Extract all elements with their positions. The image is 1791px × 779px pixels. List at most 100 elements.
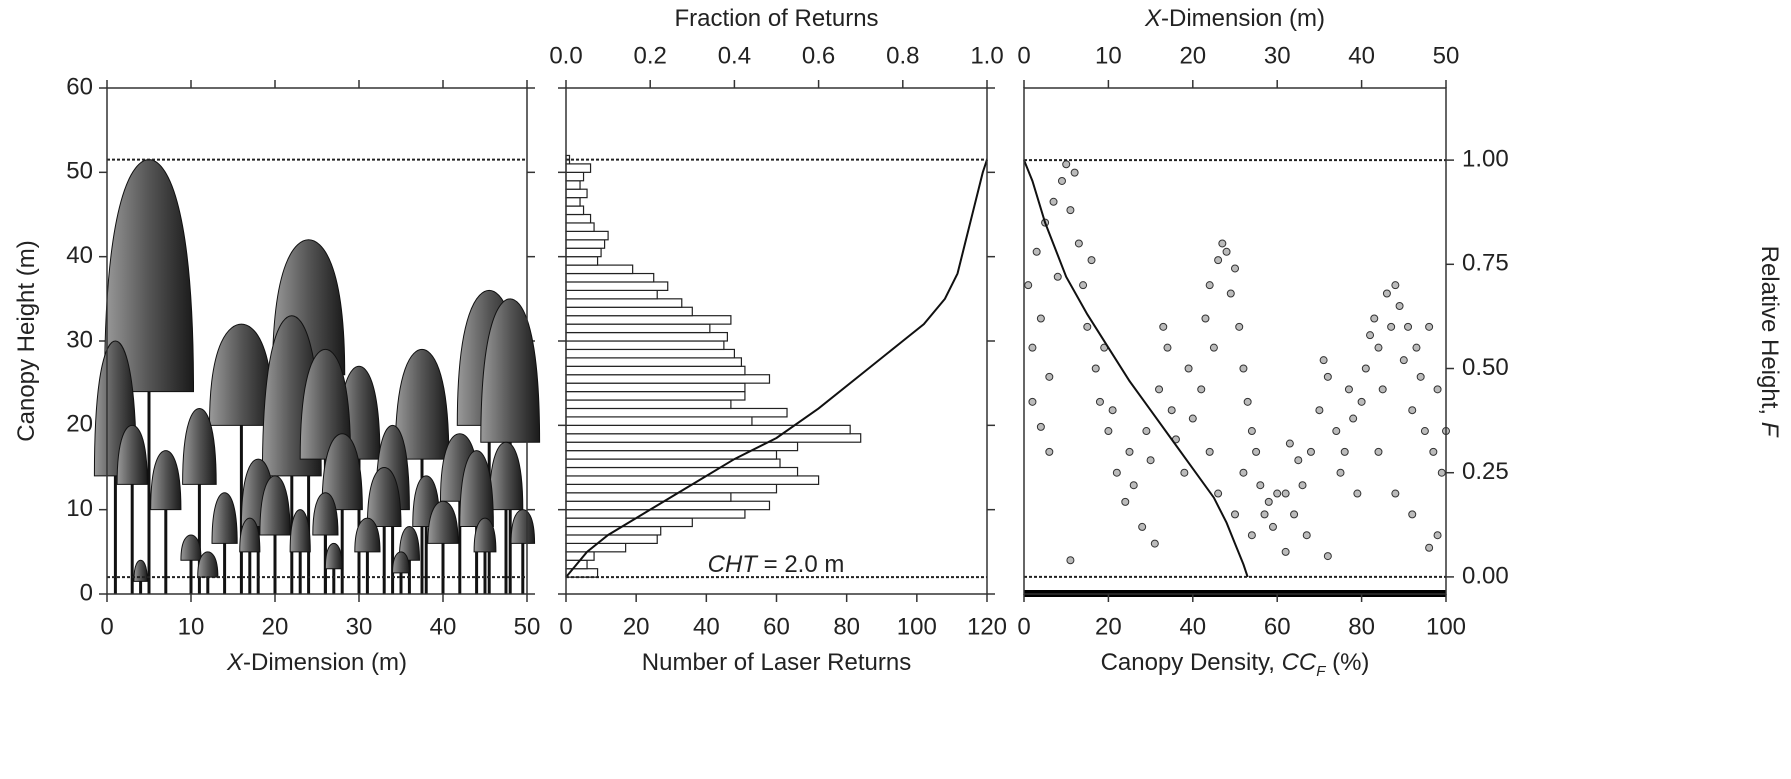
tree-crown xyxy=(473,517,497,553)
scatter-point xyxy=(1306,447,1315,456)
x-tick-label: 120 xyxy=(967,613,1007,640)
histogram-bar xyxy=(565,230,609,241)
x2-tick-label: 10 xyxy=(1095,42,1122,69)
scatter-point xyxy=(1150,539,1159,548)
y-tick-label: 60 xyxy=(66,73,93,100)
scatter-point xyxy=(1231,264,1239,273)
x-tick-label: 20 xyxy=(1095,613,1122,640)
tree-crown xyxy=(150,450,182,511)
histogram-bar xyxy=(565,399,732,410)
x-tick-label: 40 xyxy=(693,613,720,640)
tree-crown xyxy=(488,441,524,511)
scatter-point xyxy=(1264,497,1273,506)
histogram-bar xyxy=(565,509,746,519)
tree-crown xyxy=(427,500,459,544)
scatter-point xyxy=(1382,289,1391,298)
scatter-point xyxy=(1395,301,1404,310)
histogram-bar xyxy=(565,163,592,173)
x2-tick-label: 1.0 xyxy=(970,42,1003,69)
histogram-bar xyxy=(565,213,592,224)
histogram-bar xyxy=(565,466,799,477)
scatter-point xyxy=(1062,160,1071,169)
histogram-bar xyxy=(565,298,683,308)
scatter-point xyxy=(1053,272,1062,281)
tree-crown xyxy=(289,509,311,553)
scatter-point xyxy=(1091,364,1100,373)
scatter-point xyxy=(1357,397,1366,406)
scatter-point xyxy=(1332,427,1341,436)
scatter-point xyxy=(1138,522,1147,531)
scatter-point xyxy=(1205,447,1214,456)
cumulative-curve xyxy=(565,159,988,578)
scatter-point xyxy=(1290,510,1299,519)
x2-axis-label: X-Dimension (m) xyxy=(1144,5,1325,32)
scatter-point xyxy=(1416,372,1425,381)
scatter-point xyxy=(1087,256,1096,265)
scatter-point xyxy=(1260,510,1269,519)
scatter-point xyxy=(1074,239,1083,248)
scatter-point xyxy=(1188,414,1197,423)
scatter-point xyxy=(1323,552,1332,561)
x-tick-label: 60 xyxy=(1264,613,1291,640)
label-part: F xyxy=(1756,422,1783,438)
scatter-point xyxy=(1281,489,1290,498)
histogram-bar xyxy=(565,239,606,249)
plot-frame xyxy=(1023,87,1447,595)
tree-crown xyxy=(480,298,541,443)
histogram-bar xyxy=(565,391,746,401)
y-tick-label: 0.75 xyxy=(1462,250,1509,277)
scatter-point xyxy=(1408,406,1417,415)
label-part: Canopy Height (m) xyxy=(13,240,40,441)
tree-crown xyxy=(259,475,291,536)
scatter-point xyxy=(1049,197,1058,206)
histogram-bar xyxy=(565,197,581,207)
tree-crown xyxy=(394,348,450,460)
scatter-point xyxy=(1361,364,1370,373)
y-tick-label: 40 xyxy=(66,242,93,269)
label-part: X xyxy=(226,649,244,676)
scatter-point xyxy=(1252,447,1261,456)
histogram-bar xyxy=(565,407,788,418)
tree-crown xyxy=(459,450,494,528)
histogram-bar xyxy=(565,348,735,359)
scatter-point xyxy=(1209,343,1218,352)
label-part: Fraction of Returns xyxy=(674,5,878,32)
scatter-point xyxy=(1129,481,1138,490)
histogram-bar xyxy=(565,289,658,300)
x-tick-label: 40 xyxy=(430,613,457,640)
x2-axis-label: Fraction of Returns xyxy=(674,5,878,32)
scatter-point xyxy=(1285,439,1294,448)
scatter-point xyxy=(1226,289,1235,298)
scatter-point xyxy=(1319,356,1328,365)
histogram-bar xyxy=(565,340,725,351)
y-axis-label: Relative Height, F xyxy=(1756,246,1783,438)
histogram-bar xyxy=(565,171,585,182)
histogram-bar xyxy=(565,416,753,426)
tree-crown xyxy=(312,492,339,536)
scatter-point xyxy=(1167,406,1176,415)
x-tick-label: 60 xyxy=(763,613,790,640)
y-tick-label: 0.50 xyxy=(1462,354,1509,381)
label-part: F xyxy=(1316,663,1326,680)
x2-tick-label: 20 xyxy=(1179,42,1206,69)
scatter-point xyxy=(1239,468,1248,477)
tree-crown xyxy=(299,348,352,460)
y-tick-label: 0 xyxy=(80,579,93,606)
scatter-point xyxy=(1408,510,1417,519)
scatter-point xyxy=(1066,556,1075,565)
scatter-point xyxy=(1429,447,1438,456)
scatter-point xyxy=(1028,343,1037,352)
scatter-point xyxy=(1378,385,1387,394)
scatter-point xyxy=(1028,397,1037,406)
x-tick-label: 0 xyxy=(559,613,572,640)
scatter-point xyxy=(1281,547,1290,556)
histogram-bar xyxy=(565,357,743,367)
scatter-point xyxy=(1104,427,1113,436)
histogram-bar xyxy=(565,433,862,443)
histogram-bar xyxy=(565,483,778,494)
scatter-point xyxy=(1057,176,1066,185)
x-tick-label: 0 xyxy=(100,613,113,640)
label-part: -Dimension (m) xyxy=(243,649,407,676)
scatter-point xyxy=(1095,397,1104,406)
label-part: Number of Laser Returns xyxy=(642,649,911,676)
